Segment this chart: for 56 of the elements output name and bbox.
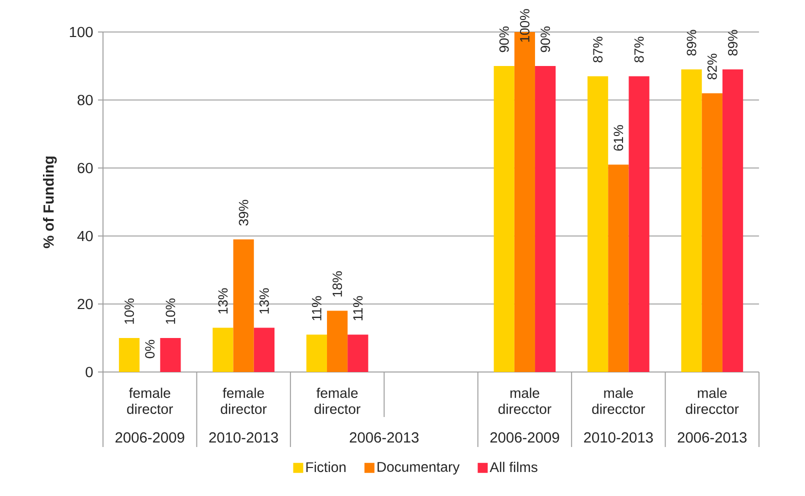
data-label: 11% <box>312 296 322 320</box>
legend-label: Documentary <box>378 462 460 475</box>
data-label: 13% <box>259 288 269 314</box>
bar <box>160 338 181 372</box>
legend-label: All films <box>490 462 538 472</box>
bar <box>254 328 274 372</box>
data-label: 89% <box>686 30 696 56</box>
data-label: 39% <box>238 200 248 226</box>
x-tick-label: female director <box>127 388 173 414</box>
data-label: 0% <box>145 340 155 358</box>
bar <box>681 69 702 372</box>
y-tick-label: 40 <box>77 230 93 242</box>
bar <box>326 310 348 372</box>
text: 2006-2013 <box>350 432 419 443</box>
data-label: 18% <box>332 271 342 297</box>
data-label: 61% <box>614 125 624 151</box>
x-tick-label: male direcctor <box>592 388 646 414</box>
text: 2006-2013 <box>678 432 747 443</box>
data-label: 87% <box>634 36 644 62</box>
bar <box>608 164 629 372</box>
x-tick-label: male direcctor <box>686 388 739 414</box>
data-label: 10% <box>124 298 134 324</box>
data-label: 11% <box>353 296 363 320</box>
data-label: 13% <box>218 288 228 314</box>
data-label: 10% <box>166 298 176 324</box>
x-tick-label: female director <box>220 388 267 414</box>
y-tick-label: 80 <box>78 94 93 106</box>
data-label: 100% <box>520 9 530 42</box>
bar <box>494 66 514 372</box>
text: 2010-2013 <box>209 432 278 443</box>
bar <box>535 66 556 372</box>
bar <box>722 69 744 372</box>
legend-label: Fiction <box>306 462 346 472</box>
text: 2006-2009 <box>116 432 184 443</box>
y-tick-label: 0 <box>86 366 93 378</box>
y-tick-label: 20 <box>78 298 93 310</box>
bar <box>628 76 650 372</box>
data-label: 90% <box>499 26 509 52</box>
x-tick-label: male direcctor <box>498 388 552 414</box>
data-label: 82% <box>707 54 717 80</box>
data-label: 87% <box>593 36 603 62</box>
bar <box>306 334 327 372</box>
bar <box>702 93 722 372</box>
y-tick-label: 100 <box>70 26 93 38</box>
data-label: 89% <box>728 30 738 56</box>
text: 2010-2013 <box>584 432 653 443</box>
bar <box>212 328 234 372</box>
bar <box>588 76 608 372</box>
y-tick-label: 60 <box>78 162 93 174</box>
bar <box>348 334 368 372</box>
text: 2006-2009 <box>490 432 560 443</box>
y-axis-title: % of Funding <box>43 156 57 248</box>
bar <box>118 338 140 372</box>
data-label: 90% <box>540 26 550 52</box>
bar <box>233 239 254 372</box>
x-tick-label: female director <box>314 388 360 414</box>
